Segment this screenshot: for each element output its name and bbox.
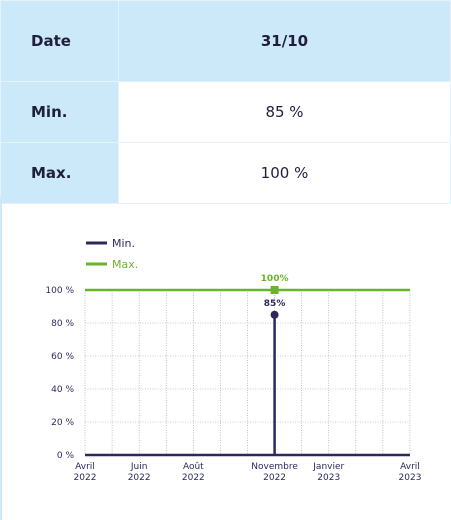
cell: Min. <box>0 81 119 143</box>
x-tick-label: Avril 2023 <box>399 462 422 483</box>
y-tick-label: 0 % <box>57 451 75 461</box>
chart: 0 % 20 % 40 % 60 % 80 % 100 % Avril 2022 Juin 202… <box>45 237 422 483</box>
x-tick-label: Janvier 2023 <box>312 462 344 483</box>
cell: 85 % <box>118 81 451 143</box>
y-tick-label: 40 % <box>51 385 74 395</box>
y-tick-label: 80 % <box>51 319 74 329</box>
cell: 100 % <box>118 142 451 204</box>
y-tick-label: 60 % <box>51 352 74 362</box>
x-tick-label: Juin 2022 <box>128 462 151 483</box>
legend-label: Max. <box>112 258 138 271</box>
series-line <box>85 314 410 457</box>
row: Max. 100 % <box>0 142 451 204</box>
x-tick-label: Août 2022 <box>182 462 205 483</box>
marker <box>270 310 279 319</box>
row: Min. 85 % <box>0 81 451 143</box>
data-label: 85% <box>264 299 286 309</box>
cell: 31/10 <box>118 0 451 82</box>
x-tick-label: Novembre 2022 <box>251 462 298 483</box>
row: Date 31/10 <box>0 0 451 82</box>
cell: Date <box>0 0 119 82</box>
chart-panel <box>0 196 451 520</box>
legend-label: Min. <box>112 237 135 250</box>
y-tick-label: 20 % <box>51 418 74 428</box>
cell: Max. <box>0 142 119 204</box>
y-tick-label: 100 % <box>45 286 74 296</box>
summary-table: Date 31/10 Min. 85 % Max. 100 % <box>0 0 451 204</box>
marker <box>270 286 279 294</box>
x-tick-label: Avril 2022 <box>74 462 97 483</box>
data-label: 100% <box>261 274 289 284</box>
